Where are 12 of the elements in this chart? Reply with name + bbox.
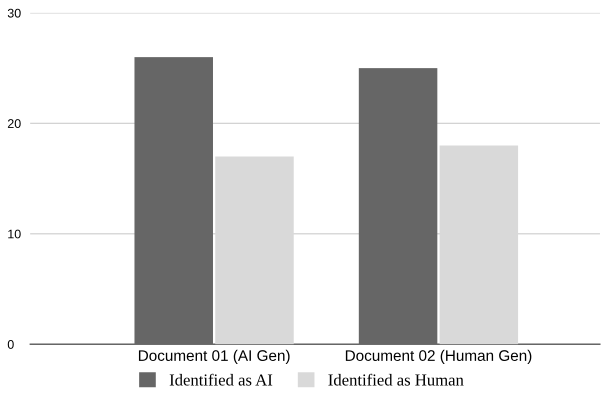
y-tick-label: 0 <box>8 340 14 349</box>
y-tick-label: 30 <box>8 8 21 18</box>
x-tick-label: Document 02 (Human Gen) <box>346 350 532 364</box>
x-tick-label: Document 01 (AI Gen) <box>138 350 290 364</box>
y-tick-label: 10 <box>8 230 21 238</box>
legend-label: Identified as Human <box>328 374 464 386</box>
bar <box>440 145 518 344</box>
legend-label: Identified as AI <box>170 374 272 386</box>
bar <box>134 57 213 344</box>
y-tick-label: 20 <box>8 119 21 128</box>
bar <box>215 156 294 344</box>
bar <box>358 68 438 344</box>
